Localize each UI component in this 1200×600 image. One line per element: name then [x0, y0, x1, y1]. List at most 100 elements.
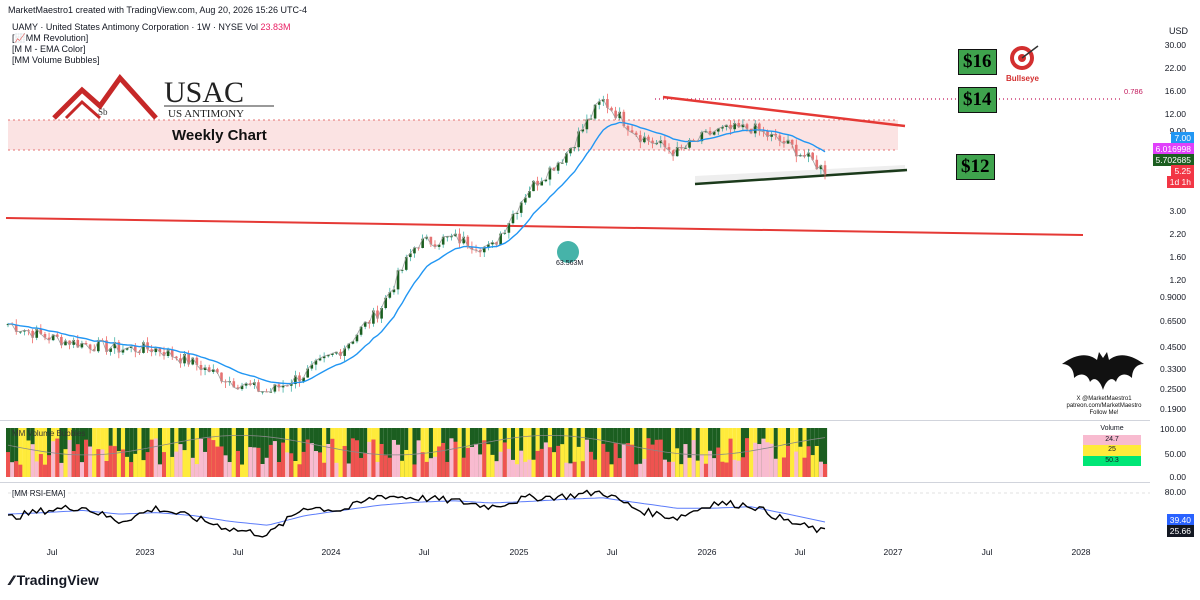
volume-bar [593, 459, 598, 477]
volume-bar [219, 446, 224, 477]
volume-bar-bg [823, 428, 828, 477]
volume-bar [256, 447, 261, 477]
volume-bar-bg [141, 428, 146, 477]
candle-body [421, 238, 424, 248]
usac-logo: Sb USAC US ANTIMONY [52, 74, 274, 120]
pane-separator-volume[interactable] [0, 420, 1150, 421]
time-tick: 2028 [1071, 547, 1091, 557]
volume-bar-bg [400, 428, 405, 477]
candle-body [786, 139, 790, 144]
bullseye-icon [1010, 45, 1039, 70]
candle-body [712, 131, 716, 135]
volume-bar [408, 454, 413, 477]
volume-bar [396, 444, 401, 477]
volume-bar [22, 461, 27, 477]
indicator-label-revolution[interactable]: [📈MM Revolution] [12, 33, 89, 43]
volume-bar [120, 449, 126, 477]
candle-body [663, 140, 667, 148]
volume-bar-bg [22, 428, 27, 477]
volume-bar [724, 462, 729, 477]
candle-body [569, 148, 572, 154]
fib-label: 0.786 [1124, 87, 1143, 96]
volume-bar [588, 451, 594, 477]
price-chart[interactable]: 63.563M [0, 0, 1150, 560]
volume-bar [100, 449, 105, 477]
volume-bar [244, 458, 249, 477]
price-tick: 30.00 [1164, 40, 1186, 50]
volume-bar [301, 451, 306, 477]
symbol-line[interactable]: UAMY · United States Antimony Corporatio… [12, 22, 291, 32]
volume-bar [313, 451, 319, 477]
volume-bar [478, 454, 483, 477]
candle-body [552, 167, 556, 171]
candle-body [277, 384, 281, 388]
volume-bar-bg [227, 428, 232, 477]
tradingview-brand[interactable]: ⁄⁄ TradingView [10, 572, 99, 588]
volume-legend-item: 25 [1083, 445, 1141, 456]
volume-bar-bg [531, 428, 536, 477]
volume-bar-bg [223, 428, 228, 477]
volume-bar [108, 445, 113, 477]
volume-bar [153, 438, 158, 477]
candle-body [725, 124, 728, 127]
indicator-label-volume-bubbles[interactable]: [MM Volume Bubbles] [12, 55, 100, 65]
volume-bar [223, 455, 228, 477]
candle-body [470, 246, 474, 250]
volume-panel-title[interactable]: MM Volume Bubbles [12, 429, 86, 438]
volume-bar [96, 449, 101, 477]
candle-body [614, 110, 617, 119]
candle-body [536, 180, 539, 186]
volume-bar [371, 439, 376, 477]
volume-bar-bg [609, 428, 614, 477]
candle-body [729, 124, 732, 130]
price-tick: 9.00 [1169, 126, 1186, 136]
candle-body [704, 130, 708, 133]
rsi-panel-title[interactable]: [MM RSI-EMA] [12, 489, 66, 498]
candle-body [626, 126, 630, 131]
volume-bar-bg [490, 428, 495, 477]
candle-body [602, 99, 605, 102]
currency-label: USD [1168, 26, 1188, 36]
time-tick: Jul [232, 547, 244, 557]
volume-bar [449, 438, 454, 477]
candle-body [778, 135, 782, 141]
volume-bar [342, 445, 347, 477]
candle-body [170, 349, 174, 357]
pane-separator-rsi[interactable] [0, 482, 1150, 483]
volume-bar [732, 459, 737, 477]
volume-bar-bg [408, 428, 413, 477]
candle-body [372, 310, 375, 324]
candle-body [207, 367, 211, 372]
indicator-label-ema[interactable]: [M M - EMA Color] [12, 44, 86, 54]
candle-body [782, 140, 786, 144]
volume-bar [740, 457, 745, 477]
volume-bar [560, 444, 565, 477]
volume-bar [777, 449, 782, 477]
volume-bar-bg [276, 428, 282, 477]
volume-bar-bg [42, 428, 48, 477]
bubble-label: 63.563M [556, 260, 583, 267]
volume-bar [379, 443, 384, 477]
candle-body [76, 339, 80, 348]
candle-body [478, 250, 482, 253]
candle-body [125, 347, 129, 350]
candle-body [343, 348, 346, 356]
volume-bar [823, 463, 828, 477]
volume-bar-bg [568, 428, 573, 477]
candle-body [19, 331, 22, 333]
volume-bar [145, 452, 150, 477]
volume-bar [79, 462, 84, 477]
volume-bar [182, 450, 187, 477]
volume-bar [412, 464, 417, 477]
volume-bar [318, 452, 323, 477]
price-tag: 5.25 [1171, 165, 1194, 177]
price-tick: 16.00 [1164, 86, 1186, 96]
volume-bar [498, 451, 503, 477]
volume-bar [231, 455, 236, 477]
volume-bar [634, 464, 639, 477]
volume-bar-bg [194, 428, 199, 477]
candle-body [565, 153, 568, 163]
volume-bar [769, 443, 774, 477]
volume-bar [428, 458, 433, 477]
volume-bar [375, 461, 380, 477]
